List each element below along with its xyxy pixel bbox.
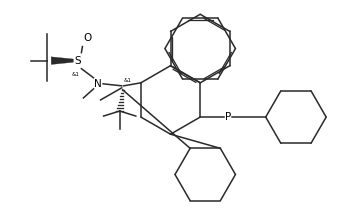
Text: S: S xyxy=(74,56,81,66)
Text: N: N xyxy=(94,79,101,89)
Text: P: P xyxy=(225,112,231,122)
Text: &1: &1 xyxy=(124,78,132,83)
Text: O: O xyxy=(83,33,92,43)
Text: &1: &1 xyxy=(71,72,79,77)
Polygon shape xyxy=(51,57,73,64)
